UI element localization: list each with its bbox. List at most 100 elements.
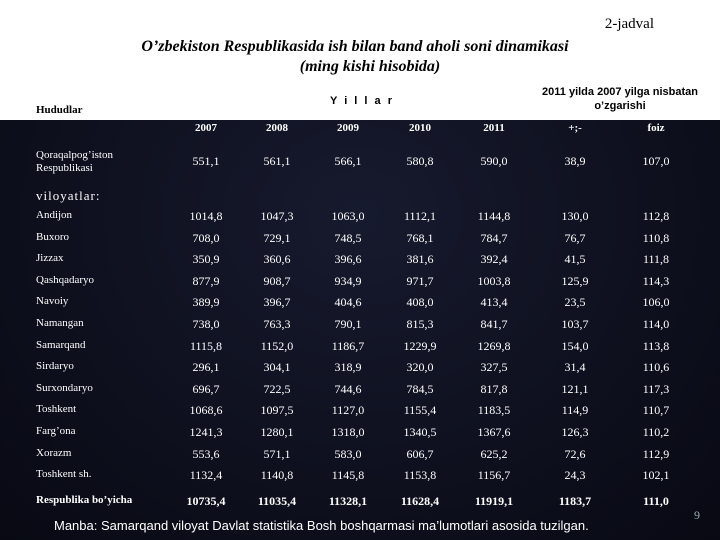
header-col-2: 2009: [337, 122, 359, 134]
row-name: Xorazm: [36, 447, 72, 459]
table-cell: 112,9: [642, 447, 670, 461]
table-cell: 841,7: [480, 317, 508, 331]
table-cell: 1144,8: [477, 209, 511, 223]
table-cell: 1047,3: [260, 209, 294, 223]
table-cell: 1140,8: [260, 468, 294, 482]
row-name: Jizzax: [36, 252, 64, 264]
table-row: Surxondaryo 696,7 722,5 744,6 784,5 817,8 121,…: [0, 379, 720, 400]
table-cell: 877,9: [192, 274, 220, 288]
row-name: Toshkent sh.: [36, 468, 92, 480]
table-cell: 729,1: [263, 231, 291, 245]
header-col-0: 2007: [195, 122, 217, 134]
table-cell: 1367,6: [477, 425, 511, 439]
table-row: Namangan 738,0 763,3 790,1 815,3 841,7 103,7 11…: [0, 314, 720, 335]
table-cell: 1318,0: [331, 425, 365, 439]
row-name: Namangan: [36, 317, 84, 329]
table-cell: 1269,8: [477, 339, 511, 353]
table-cell: 404,6: [334, 295, 362, 309]
row-name: Andijon: [36, 209, 73, 221]
table-cell: 625,2: [480, 447, 508, 461]
table-cell: 11919,1: [474, 494, 514, 508]
table-cell: 389,9: [192, 295, 220, 309]
table-cell: 1229,9: [403, 339, 437, 353]
table-cell: 381,6: [406, 252, 434, 266]
table-cell: 1155,4: [403, 403, 437, 417]
table-cell: 360,6: [263, 252, 291, 266]
table-cell: 738,0: [192, 317, 220, 331]
table-cell: 571,1: [263, 447, 291, 461]
table-cell: 1152,0: [260, 339, 294, 353]
table-cell: 1186,7: [331, 339, 365, 353]
table-cell: 1145,8: [331, 468, 365, 482]
table-cell: 11628,4: [400, 494, 440, 508]
table-cell: 553,6: [192, 447, 220, 461]
table-cell: 23,5: [564, 295, 586, 309]
table-cell: 566,1: [334, 154, 362, 168]
table-cell: 110,8: [642, 231, 670, 245]
table-cell: 117,3: [642, 382, 670, 396]
table-cell: 590,0: [480, 154, 508, 168]
row-name: Respublika bo’yicha: [36, 494, 133, 506]
table-row: Buxoro 708,0 729,1 748,5 768,1 784,7 76,7 110,8: [0, 228, 720, 249]
table-cell: 76,7: [564, 231, 586, 245]
table-cell: 1132,4: [189, 468, 223, 482]
table-cell: 396,6: [334, 252, 362, 266]
table-row: Navoiy 389,9 396,7 404,6 408,0 413,4 23,5 106,0: [0, 292, 720, 313]
table-cell: 41,5: [564, 252, 586, 266]
table-cell: 1003,8: [477, 274, 511, 288]
table-cell: 1183,7: [558, 494, 592, 508]
table-cell: 24,3: [564, 468, 586, 482]
row-name: Sirdaryo: [36, 360, 74, 372]
header-col-1: 2008: [266, 122, 288, 134]
table-cell: 111,8: [642, 252, 670, 266]
header-col-6: foiz: [647, 122, 665, 134]
table-cell: 392,4: [480, 252, 508, 266]
row-name: Surxondaryo: [36, 382, 93, 394]
header-nisbat: 2011 yilda 2007 yilga nisbatan o’zgarish…: [542, 86, 698, 112]
table-row: Toshkent 1068,6 1097,5 1127,0 1155,4 1183,5 11…: [0, 400, 720, 421]
table-row: Respublika bo’yicha 10735,4 11035,4 11328,1…: [0, 491, 720, 512]
table-cell: 112,8: [642, 209, 670, 223]
table-cell: 768,1: [406, 231, 434, 245]
table-cell: 114,3: [642, 274, 670, 288]
table-cell: 784,5: [406, 382, 434, 396]
table-cell: 551,1: [192, 154, 220, 168]
table-cell: 110,6: [642, 360, 670, 374]
table-cell: 817,8: [480, 382, 508, 396]
table-cell: 318,9: [334, 360, 362, 374]
table-cell: 38,9: [564, 154, 586, 168]
table-cell: 106,0: [642, 295, 670, 309]
header-hududlar: Hududlar: [36, 104, 83, 116]
table-row: Andijon 1014,8 1047,3 1063,0 1112,1 1144,8 130…: [0, 206, 720, 227]
table-cell: 744,6: [334, 382, 362, 396]
table-cell: 110,2: [642, 425, 670, 439]
table-cell: 103,7: [561, 317, 589, 331]
table-cell: 1280,1: [260, 425, 294, 439]
table-cell: 1115,8: [189, 339, 223, 353]
table-cell: 971,7: [406, 274, 434, 288]
table-cell: 11035,4: [257, 494, 297, 508]
table-cell: 125,9: [561, 274, 589, 288]
table-cell: 408,0: [406, 295, 434, 309]
table-cell: 748,5: [334, 231, 362, 245]
table-cell: 580,8: [406, 154, 434, 168]
table-number: 2-jadval: [604, 16, 654, 32]
table-cell: 1097,5: [260, 403, 294, 417]
table-cell: 722,5: [263, 382, 291, 396]
table-cell: 11328,1: [328, 494, 368, 508]
title-area: [0, 0, 720, 82]
table-cell: 696,7: [192, 382, 220, 396]
table-cell: 413,4: [480, 295, 508, 309]
row-name: Qashqadaryo: [36, 274, 95, 286]
table-row: Qashqadaryo 877,9 908,7 934,9 971,7 1003,8 125…: [0, 271, 720, 292]
row-name: Navoiy: [36, 295, 69, 307]
table-cell: 130,0: [561, 209, 589, 223]
table-cell: 1183,5: [477, 403, 511, 417]
viloyatlar-label: viloyatlar:: [36, 188, 101, 203]
table-cell: 1153,8: [403, 468, 437, 482]
header-yillar: Y i l l a r: [330, 95, 394, 107]
table-cell: 107,0: [642, 154, 670, 168]
table-row: Farg’ona 1241,3 1280,1 1318,0 1340,5 1367,6 12…: [0, 422, 720, 443]
table-cell: 1340,5: [403, 425, 437, 439]
table-subtitle: (ming kishi hisobida): [299, 58, 441, 75]
